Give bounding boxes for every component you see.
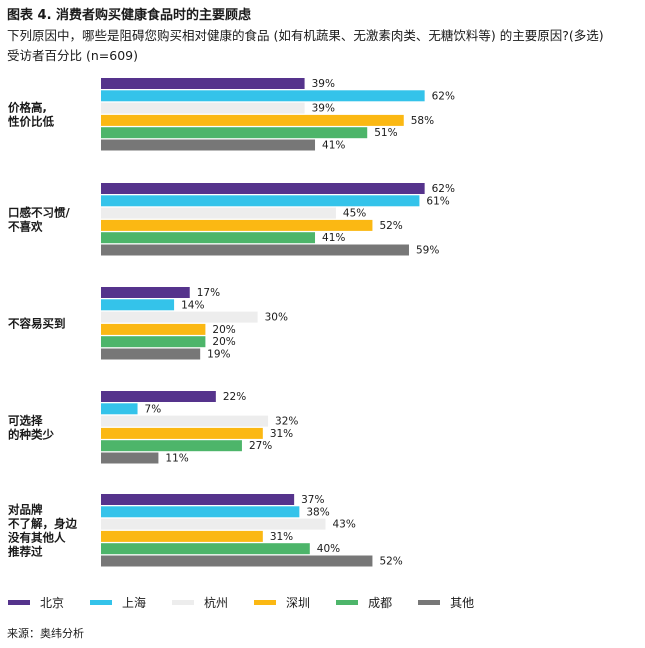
legend-swatch [418,600,441,605]
bar [101,348,201,360]
data-label: 58% [411,115,434,127]
legend-item: 成都 [336,594,392,611]
chart-subtitle: 下列原因中，哪些是阻碍您购买相对健康的食品 (如有机蔬果、无激素肉类、无糖饮料等… [7,26,604,66]
legend-item: 杭州 [172,594,228,611]
data-label: 61% [426,195,449,207]
legend-swatch [8,600,30,605]
legend-label: 杭州 [204,596,229,610]
bar [101,78,305,89]
legend-label: 深圳 [286,596,311,610]
data-label: 11% [165,453,188,465]
bar [101,391,216,402]
bar [101,452,159,464]
bar [101,183,425,194]
category-label: 可选择的种类少 [8,413,54,441]
data-label: 7% [145,403,162,415]
data-label: 62% [432,90,455,102]
data-label: 31% [270,428,293,440]
legend-label: 上海 [122,596,147,610]
bar [101,494,295,505]
legend-swatch [172,600,195,605]
legend-item: 北京 [8,594,64,611]
bar [101,415,269,427]
bar [101,530,263,542]
data-label: 39% [312,103,335,115]
data-label: 59% [416,245,439,257]
legend-item: 其他 [418,594,474,611]
bar [101,139,316,151]
bar [101,518,326,530]
bar [101,114,404,126]
category-label: 不容易买到 [8,316,66,330]
bar [101,299,175,311]
data-label: 38% [306,506,329,518]
data-label: 14% [181,299,204,311]
chart-title: 图表 4. 消费者购买健康食品时的主要顾虑 [7,8,252,23]
subtitle-question: 下列原因中，哪些是阻碍您购买相对健康的食品 (如有机蔬果、无激素肉类、无糖饮料等… [7,28,604,43]
bar [101,543,310,555]
data-label: 19% [207,349,230,361]
data-label: 43% [332,519,355,531]
legend-item: 上海 [90,594,146,611]
data-label: 40% [317,543,340,555]
data-label: 39% [312,78,335,90]
subtitle-sample: 受访者百分比 (n=609) [7,48,138,63]
category-label: 价格高,性价比低 [8,100,54,128]
bar [101,506,300,518]
data-label: 52% [379,220,402,232]
bar [101,403,138,415]
data-label: 30% [265,312,288,324]
data-label: 41% [322,140,345,152]
bar [101,336,206,348]
data-label: 20% [212,324,235,336]
category-label: 对品牌不了解，身边没有其他人推荐过 [8,502,77,558]
bar [101,244,409,256]
bar [101,127,368,139]
data-label: 41% [322,232,345,244]
data-label: 22% [223,391,246,403]
legend-swatch [90,600,113,605]
data-label: 52% [379,556,402,568]
category-label: 口感不习惯/不喜欢 [8,205,70,233]
bar [101,195,420,207]
bar [101,427,263,439]
bar [101,232,316,244]
legend-item: 深圳 [254,594,310,611]
bar [101,323,206,335]
data-label: 37% [301,494,324,506]
bar [101,555,373,567]
data-label: 20% [212,336,235,348]
bar-chart: 价格高,性价比低39%62%39%58%51%41%口感不习惯/不喜欢62%61… [8,78,455,568]
source-note: 来源：奥纬分析 [7,627,84,640]
bar [101,440,242,452]
data-label: 45% [343,208,366,220]
data-label: 62% [432,183,455,195]
data-label: 31% [270,531,293,543]
bar [101,90,425,102]
chart-legend: 北京 上海 杭州 深圳 成都 其他 [8,594,500,611]
legend-swatch [254,600,277,605]
bar [101,207,336,219]
legend-label: 北京 [40,596,65,610]
legend-label: 成都 [368,596,393,610]
bar [101,287,190,298]
data-label: 27% [249,440,272,452]
bar [101,102,305,114]
data-label: 32% [275,416,298,428]
legend-label: 其他 [450,596,475,610]
data-label: 17% [197,287,220,299]
data-label: 51% [374,127,397,139]
bar [101,311,258,323]
legend-swatch [336,600,359,605]
bar [101,219,373,231]
